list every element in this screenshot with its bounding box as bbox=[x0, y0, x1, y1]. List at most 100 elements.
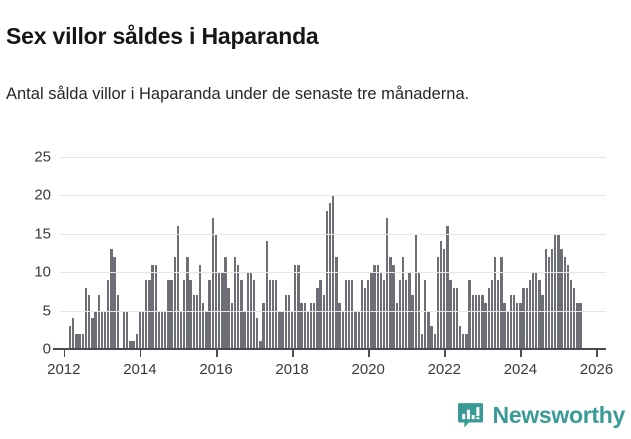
plot-area: 0 5 10 15 20 25 2012 2014 2016 2018 2020 2022 2024 20… bbox=[34, 149, 613, 379]
bar bbox=[401, 256, 405, 349]
bar bbox=[214, 233, 218, 349]
x-axis-tick-label: 2022 bbox=[427, 361, 461, 378]
x-axis-tick bbox=[444, 350, 446, 357]
bar bbox=[281, 310, 284, 349]
bar bbox=[547, 256, 551, 349]
x-axis-tick bbox=[216, 350, 218, 357]
y-axis-tick-label: 10 bbox=[34, 263, 51, 281]
gridline bbox=[60, 272, 606, 274]
bar bbox=[550, 249, 554, 349]
bar bbox=[151, 264, 154, 349]
bar bbox=[110, 249, 113, 349]
page-title: Sex villor såldes i Haparanda bbox=[6, 23, 319, 50]
bar bbox=[512, 295, 516, 349]
bar bbox=[309, 302, 313, 349]
x-axis-line bbox=[53, 348, 606, 350]
bar bbox=[141, 310, 145, 349]
bar bbox=[347, 279, 351, 349]
bar bbox=[252, 279, 256, 349]
gridline bbox=[60, 310, 606, 312]
bar bbox=[322, 295, 325, 349]
bar bbox=[481, 295, 484, 349]
bar bbox=[183, 279, 186, 349]
bar bbox=[522, 287, 525, 349]
bar bbox=[192, 295, 195, 349]
bar bbox=[94, 310, 97, 349]
bar bbox=[573, 287, 576, 349]
bar bbox=[360, 279, 363, 349]
bar bbox=[205, 310, 208, 349]
x-axis-tick-label: 2026 bbox=[579, 361, 614, 378]
bar bbox=[411, 295, 414, 349]
x-axis-tick bbox=[139, 350, 142, 357]
bar bbox=[202, 302, 205, 349]
bar bbox=[373, 264, 376, 349]
bar bbox=[303, 302, 306, 349]
bar bbox=[420, 333, 424, 349]
bar bbox=[436, 256, 440, 349]
gridline bbox=[60, 195, 606, 197]
bar bbox=[97, 295, 100, 349]
bar bbox=[135, 333, 138, 349]
page-subtitle: Antal sålda villor i Haparanda under de … bbox=[6, 84, 470, 103]
bar bbox=[126, 310, 129, 349]
bar bbox=[487, 287, 490, 349]
bar bbox=[290, 310, 294, 349]
bar bbox=[88, 295, 91, 349]
bar bbox=[503, 302, 506, 349]
y-axis-tick-label: 5 bbox=[42, 302, 51, 320]
bar bbox=[72, 318, 75, 349]
bar bbox=[198, 264, 202, 349]
bar bbox=[278, 310, 281, 349]
bar bbox=[471, 295, 474, 349]
bar bbox=[363, 287, 367, 349]
bar bbox=[452, 287, 455, 349]
bar bbox=[287, 295, 291, 349]
bar bbox=[414, 233, 417, 349]
bar bbox=[439, 241, 443, 349]
bar bbox=[243, 310, 246, 349]
bar bbox=[306, 310, 310, 349]
bar bbox=[497, 279, 500, 349]
bar bbox=[493, 256, 497, 349]
newsworthy-logo: Newsworthy bbox=[457, 402, 625, 429]
y-axis-tick-label: 15 bbox=[34, 225, 51, 243]
x-axis-tick-label: 2012 bbox=[47, 361, 81, 378]
bar bbox=[129, 341, 132, 349]
x-axis-tick bbox=[368, 350, 370, 357]
bar bbox=[516, 302, 519, 349]
bar bbox=[75, 333, 78, 349]
bar bbox=[554, 233, 557, 349]
bar bbox=[528, 279, 532, 349]
bar bbox=[446, 226, 449, 349]
bar bbox=[506, 310, 509, 349]
bar bbox=[468, 279, 471, 349]
bar bbox=[107, 279, 110, 349]
bar bbox=[538, 279, 541, 349]
bar bbox=[116, 295, 119, 349]
bar bbox=[563, 256, 566, 349]
bar bbox=[138, 310, 142, 349]
bar bbox=[157, 310, 161, 349]
bar bbox=[148, 279, 151, 349]
bar bbox=[519, 302, 522, 349]
bar bbox=[284, 295, 287, 349]
bar bbox=[103, 310, 107, 349]
y-axis-tick-label: 20 bbox=[34, 186, 51, 204]
bar bbox=[259, 341, 262, 349]
bar bbox=[275, 279, 278, 349]
bar bbox=[179, 310, 183, 349]
bar bbox=[525, 287, 528, 349]
bar bbox=[386, 218, 389, 349]
bar bbox=[328, 203, 332, 349]
bar bbox=[68, 325, 72, 349]
gridline bbox=[60, 233, 606, 235]
bar bbox=[170, 279, 173, 349]
bar bbox=[424, 279, 427, 349]
bar bbox=[500, 256, 503, 349]
bar bbox=[265, 241, 268, 349]
bar bbox=[569, 279, 573, 349]
bar bbox=[458, 325, 462, 349]
bar bbox=[541, 295, 544, 349]
